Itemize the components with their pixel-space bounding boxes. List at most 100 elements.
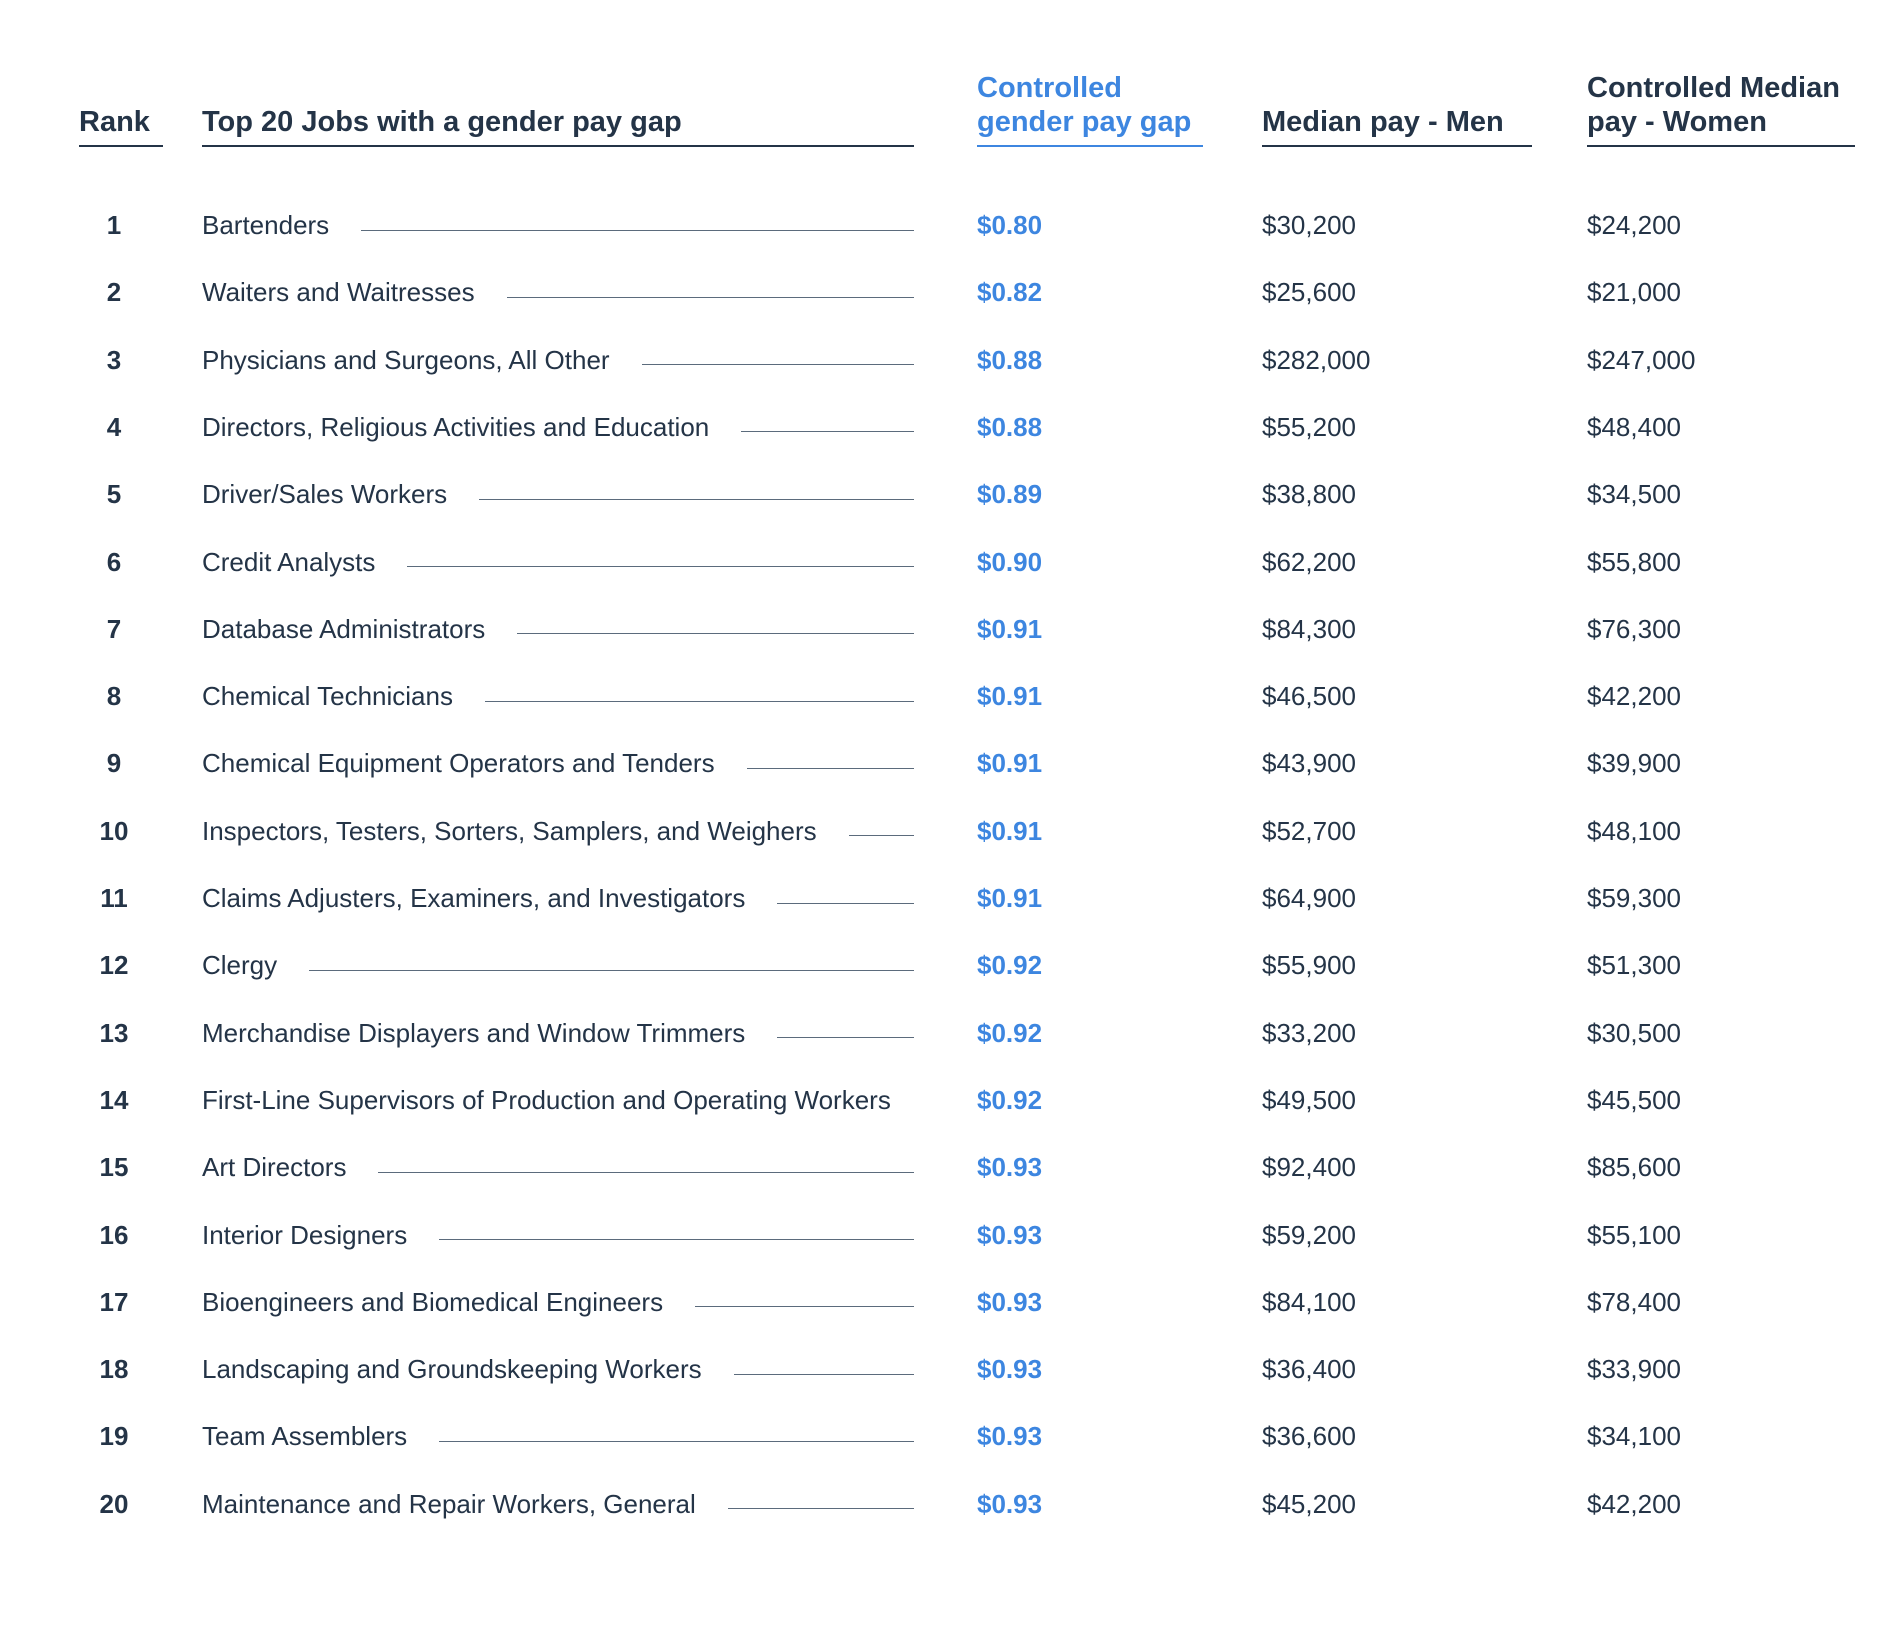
rank-cell: 14 <box>99 1084 129 1115</box>
leader-line <box>695 1306 914 1308</box>
job-cell: Merchandise Displayers and Window Trimme… <box>202 1013 914 1053</box>
rank-cell: 13 <box>99 1017 129 1048</box>
gap-cell: $0.93 <box>977 1421 1043 1452</box>
median-men-cell: $84,300 <box>1262 613 1356 644</box>
job-cell: Credit Analysts <box>202 542 914 582</box>
job-name: Team Assemblers <box>202 1421 408 1452</box>
median-men-cell: $55,200 <box>1262 411 1356 442</box>
gap-cell: $0.93 <box>977 1219 1043 1250</box>
rank-cell: 12 <box>99 950 129 981</box>
median-women-cell: $34,100 <box>1587 1421 1681 1452</box>
median-men-cell: $59,200 <box>1262 1219 1356 1250</box>
job-cell: Clergy <box>202 945 914 985</box>
median-men-cell: $38,800 <box>1262 479 1356 510</box>
leader-line <box>407 566 914 567</box>
table-row: 18 Landscaping and Groundskeeping Workers… <box>0 1349 1900 1389</box>
rank-cell: 18 <box>99 1354 129 1385</box>
rank-cell: 20 <box>99 1488 129 1519</box>
header-job: Top 20 Jobs with a gender pay gap <box>202 105 914 147</box>
leader-line <box>727 1508 914 1510</box>
header-job-label: Top 20 Jobs with a gender pay gap <box>202 106 682 138</box>
table-row: 1 Bartenders $0.80 $30,200 $24,200 <box>0 205 1900 245</box>
job-name: First-Line Supervisors of Production and… <box>202 1084 891 1115</box>
rank-cell: 4 <box>106 411 122 442</box>
job-cell: Chemical Equipment Operators and Tenders <box>202 743 914 783</box>
table-row: 14 First-Line Supervisors of Production a… <box>0 1080 1900 1120</box>
gap-cell: $0.92 <box>977 1017 1043 1048</box>
median-men-cell: $52,700 <box>1262 815 1356 846</box>
gap-cell: $0.91 <box>977 613 1043 644</box>
job-name: Credit Analysts <box>202 546 376 577</box>
leader-line <box>479 498 914 500</box>
leader-line <box>309 969 914 971</box>
header-rank: Rank <box>79 105 163 147</box>
job-name: Inspectors, Testers, Sorters, Samplers, … <box>202 815 817 846</box>
median-women-cell: $34,500 <box>1587 479 1681 510</box>
gap-cell: $0.91 <box>977 681 1043 712</box>
leader-line <box>439 1239 914 1240</box>
median-men-cell: $49,500 <box>1262 1084 1356 1115</box>
leader-line <box>741 431 914 433</box>
rank-cell: 16 <box>99 1219 129 1250</box>
gap-cell: $0.89 <box>977 479 1043 510</box>
leader-line <box>506 296 914 298</box>
header-women-line2: pay - Women <box>1587 106 1767 138</box>
median-women-cell: $55,800 <box>1587 546 1681 577</box>
rank-cell: 2 <box>106 277 122 308</box>
job-cell: Bioengineers and Biomedical Engineers <box>202 1282 914 1322</box>
header-gap-line2: gender pay gap <box>977 106 1192 138</box>
table-row: 7 Database Administrators $0.91 $84,300 $76,… <box>0 609 1900 649</box>
median-women-cell: $33,900 <box>1587 1354 1681 1385</box>
job-cell: First-Line Supervisors of Production and… <box>202 1080 914 1120</box>
leader-line <box>484 700 914 702</box>
median-women-cell: $247,000 <box>1587 344 1696 375</box>
rank-cell: 11 <box>100 883 128 913</box>
median-men-cell: $30,200 <box>1262 210 1356 240</box>
job-name: Directors, Religious Activities and Educ… <box>202 411 710 442</box>
table-row: 9 Chemical Equipment Operators and Tender… <box>0 743 1900 783</box>
rank-cell: 7 <box>106 613 122 644</box>
job-cell: Landscaping and Groundskeeping Workers <box>202 1349 914 1389</box>
table-row: 17 Bioengineers and Biomedical Engineers $… <box>0 1282 1900 1322</box>
header-men-label: Median pay - Men <box>1262 106 1504 138</box>
median-women-cell: $59,300 <box>1587 883 1681 913</box>
gap-cell: $0.91 <box>977 748 1043 779</box>
table-row: 13 Merchandise Displayers and Window Trim… <box>0 1013 1900 1053</box>
job-cell: Maintenance and Repair Workers, General <box>202 1484 914 1524</box>
job-cell: Driver/Sales Workers <box>202 474 914 514</box>
leader-line <box>848 835 914 837</box>
median-men-cell: $92,400 <box>1262 1152 1356 1183</box>
gap-cell: $0.93 <box>977 1354 1043 1385</box>
median-men-cell: $36,400 <box>1262 1354 1356 1385</box>
median-women-cell: $48,100 <box>1587 815 1681 846</box>
leader-line <box>517 633 914 635</box>
rank-cell: 6 <box>106 546 122 577</box>
table-row: 8 Chemical Technicians $0.91 $46,500 $42,200 <box>0 676 1900 716</box>
job-name: Claims Adjusters, Examiners, and Investi… <box>202 883 746 913</box>
leader-line <box>641 364 914 366</box>
median-men-cell: $45,200 <box>1262 1488 1356 1519</box>
rank-cell: 5 <box>106 479 122 510</box>
job-name: Chemical Equipment Operators and Tenders <box>202 748 715 779</box>
header-rank-label: Rank <box>79 106 150 138</box>
job-cell: Team Assemblers <box>202 1416 914 1456</box>
job-name: Bartenders <box>202 210 330 240</box>
table-row: 4 Directors, Religious Activities and Edu… <box>0 407 1900 447</box>
gap-cell: $0.88 <box>977 344 1043 375</box>
header-women: Controlled Median pay - Women <box>1587 71 1855 147</box>
job-name: Bioengineers and Biomedical Engineers <box>202 1286 664 1317</box>
job-name: Chemical Technicians <box>202 681 453 712</box>
gap-cell: $0.93 <box>977 1152 1043 1183</box>
leader-line <box>777 1037 914 1039</box>
job-name: Physicians and Surgeons, All Other <box>202 344 610 375</box>
job-name: Landscaping and Groundskeeping Workers <box>202 1354 702 1385</box>
job-cell: Art Directors <box>202 1147 914 1187</box>
job-cell: Bartenders <box>202 205 914 245</box>
job-name: Clergy <box>202 950 278 981</box>
job-cell: Physicians and Surgeons, All Other <box>202 340 914 380</box>
median-women-cell: $21,000 <box>1587 277 1681 308</box>
rank-cell: 17 <box>99 1286 129 1317</box>
table-row: 12 Clergy $0.92 $55,900 $51,300 <box>0 945 1900 985</box>
table-row: 6 Credit Analysts $0.90 $62,200 $55,800 <box>0 542 1900 582</box>
